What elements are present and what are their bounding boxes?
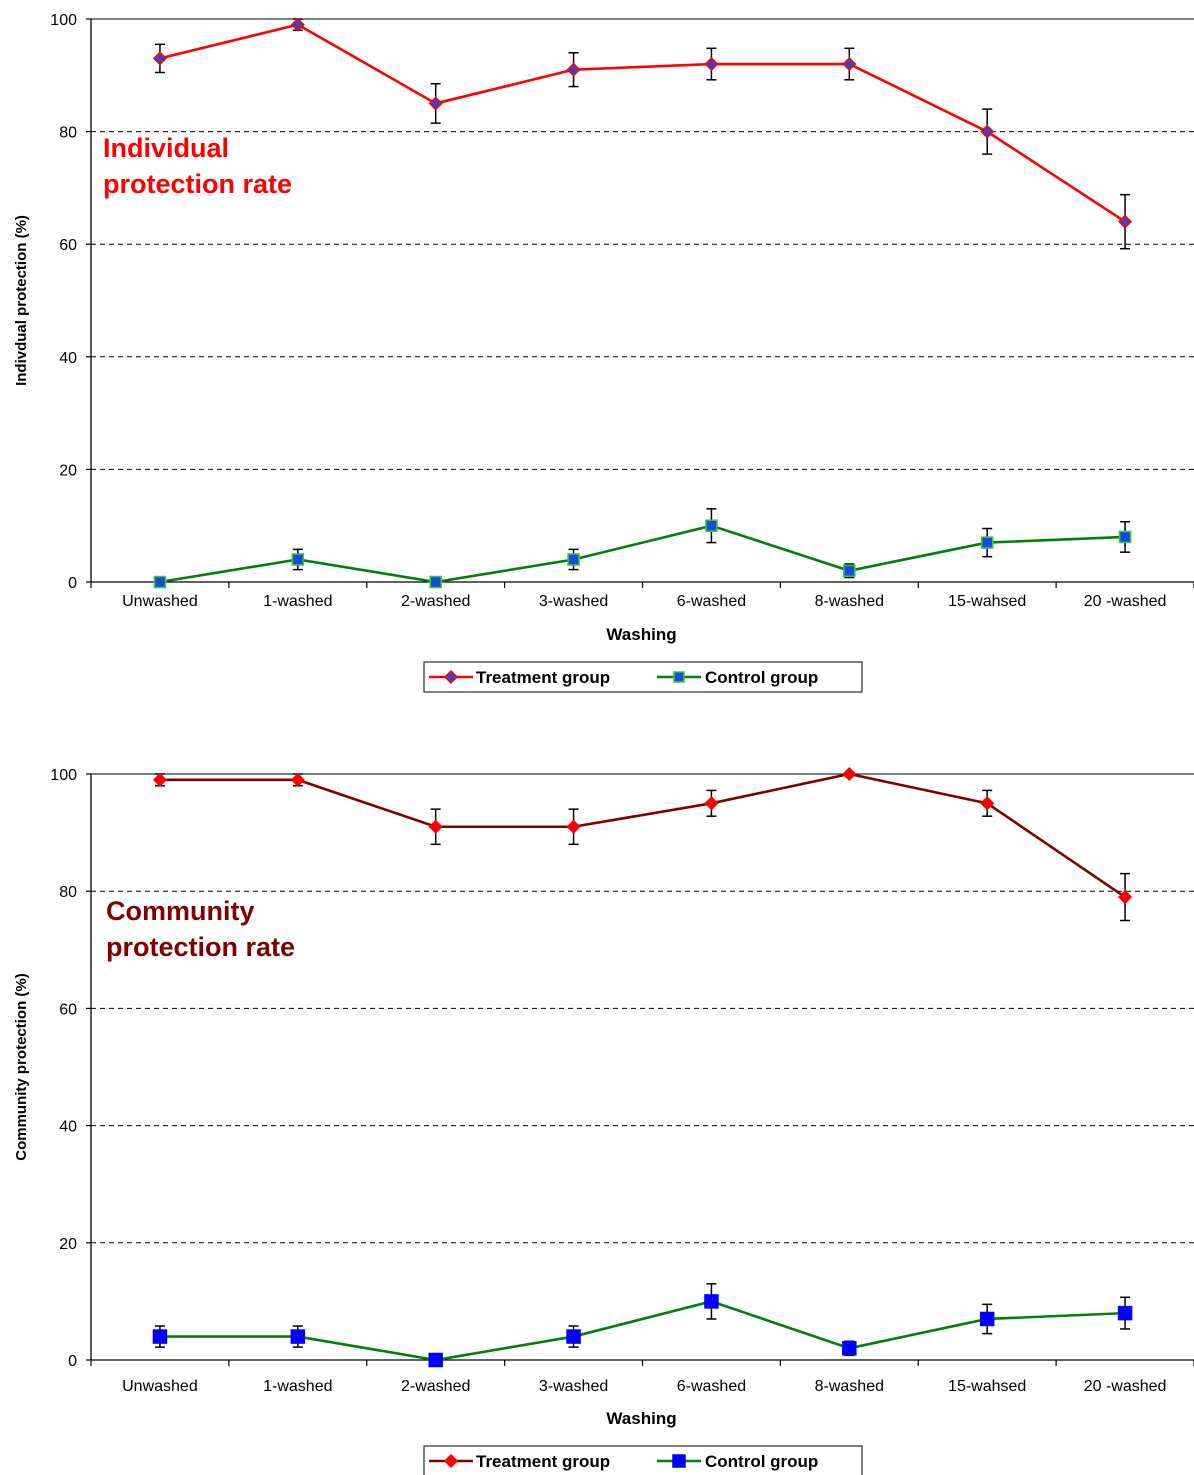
chart1-treatment-point — [1118, 214, 1133, 229]
chart1-control-line — [159, 524, 1126, 584]
chart1-x-axis-title: Washing — [606, 625, 676, 644]
chart2-treatment-line — [159, 772, 1126, 899]
chart2-y-tick-label: 100 — [50, 767, 77, 784]
chart1-x-tick-label: 3-washed — [539, 593, 608, 610]
chart1-treatment-point — [704, 56, 719, 72]
chart1-treatment-point — [428, 96, 443, 111]
chart2-control-point — [1117, 1305, 1133, 1321]
chart1-legend-treatment-label: Treatment group — [476, 668, 610, 687]
chart1-treatment-point — [566, 62, 581, 77]
chart1-legend-control-label: Control group — [705, 668, 818, 687]
chart1-x-tick-label: 8-washed — [815, 593, 884, 610]
chart1-control-point — [567, 553, 580, 566]
chart2-treatment-point — [704, 796, 719, 811]
chart2-x-tick-label: 15-wahsed — [948, 1378, 1026, 1395]
chart2-y-axis-title: Community protection (%) — [13, 973, 30, 1161]
chart2-x-tick-label: Unwashed — [122, 1378, 198, 1395]
chart1-y-tick-label: 40 — [59, 350, 77, 367]
chart2-control-point — [566, 1329, 581, 1344]
chart2-control-point — [290, 1329, 306, 1344]
chart1-legend-box — [423, 661, 863, 693]
chart2-legend-control-swatch-marker — [672, 1454, 686, 1468]
chart1-control-point — [153, 575, 167, 589]
chart2-treatment-point — [842, 766, 857, 782]
chart2-x-tick-label: 1-washed — [263, 1378, 332, 1395]
chart2-treatment-point — [290, 772, 305, 787]
chart1-x-tick-label: 15-wahsed — [948, 593, 1026, 610]
chart1-annotation-line: protection rate — [103, 169, 292, 199]
chart1-control-point — [429, 575, 442, 589]
chart2-control-point — [704, 1294, 719, 1309]
chart1-y-tick-label: 100 — [50, 12, 77, 29]
chart2-y-tick-label: 40 — [59, 1119, 77, 1136]
chart2-annotation-line: protection rate — [106, 932, 295, 962]
chart1-x-tick-label: 2-washed — [401, 593, 470, 610]
chart1-treatment-point — [152, 51, 167, 66]
chart2-x-tick-label: 3-washed — [539, 1378, 608, 1395]
chart1-x-tick-label: Unwashed — [122, 593, 198, 610]
chart1-y-tick-label: 0 — [68, 575, 77, 592]
chart2-x-tick-label: 2-washed — [401, 1378, 470, 1395]
individual-protection-chart: 0 20 40 60 80 100 Unwashed 1-washed 2-washed 3-wa… — [13, 12, 1194, 693]
chart1-treatment-line — [159, 23, 1126, 223]
chart2-control-point — [152, 1329, 168, 1344]
chart2-treatment-point — [980, 796, 995, 811]
chart2-control-point — [842, 1341, 857, 1356]
chart1-treatment-point — [980, 124, 995, 139]
chart1-y-tick-label: 60 — [59, 237, 77, 254]
chart1-control-point — [980, 536, 994, 549]
chart1-x-tick-label: 1-washed — [263, 593, 332, 610]
chart1-annotation-line: Individual — [103, 133, 229, 163]
chart1-legend-treatment-swatch-marker — [443, 669, 459, 685]
chart2-treatment-point — [566, 819, 581, 834]
chart2-annotation-line: Community — [106, 896, 255, 926]
chart2-legend-treatment-swatch-marker — [443, 1453, 459, 1469]
chart2-x-tick-label: 20 -washed — [1084, 1378, 1167, 1395]
chart2-x-tick-label: 6-washed — [677, 1378, 746, 1395]
chart1-y-axis-title: Indivdual protection (%) — [13, 215, 30, 386]
chart2-y-tick-label: 0 — [68, 1353, 77, 1370]
chart2-treatment-point — [152, 772, 167, 787]
chart2-legend-box — [423, 1445, 863, 1475]
chart2-y-tick-label: 20 — [59, 1236, 77, 1253]
chart1-control-point — [843, 564, 856, 577]
chart1-y-tick-label: 80 — [59, 125, 77, 142]
chart2-control-line — [159, 1300, 1126, 1362]
chart2-treatment-point — [428, 819, 443, 834]
chart1-treatment-point — [842, 56, 857, 72]
chart1-y-tick-label: 20 — [59, 462, 77, 479]
chart1-control-point — [291, 553, 305, 566]
chart2-legend-treatment-label: Treatment group — [476, 1452, 610, 1471]
chart2-control-point — [979, 1311, 995, 1327]
chart2-control-point — [428, 1352, 443, 1368]
chart1-x-tick-label: 20 -washed — [1084, 593, 1167, 610]
chart1-treatment-point — [290, 17, 305, 32]
chart1-control-point — [1118, 530, 1132, 544]
chart2-x-axis-title: Washing — [606, 1409, 676, 1428]
chart2-x-tick-label: 8-washed — [815, 1378, 884, 1395]
chart1-control-point — [705, 519, 718, 532]
chart1-x-tick-label: 6-washed — [677, 593, 746, 610]
community-protection-chart: 0 20 40 60 80 100 Unwashed 1-washed 2-washed 3-wa… — [13, 766, 1194, 1475]
chart2-treatment-point — [1118, 889, 1133, 905]
chart2-y-tick-label: 80 — [59, 884, 77, 901]
chart1-legend-control-swatch-marker — [673, 671, 685, 683]
chart2-y-tick-label: 60 — [59, 1001, 77, 1018]
chart2-legend-control-label: Control group — [705, 1452, 818, 1471]
